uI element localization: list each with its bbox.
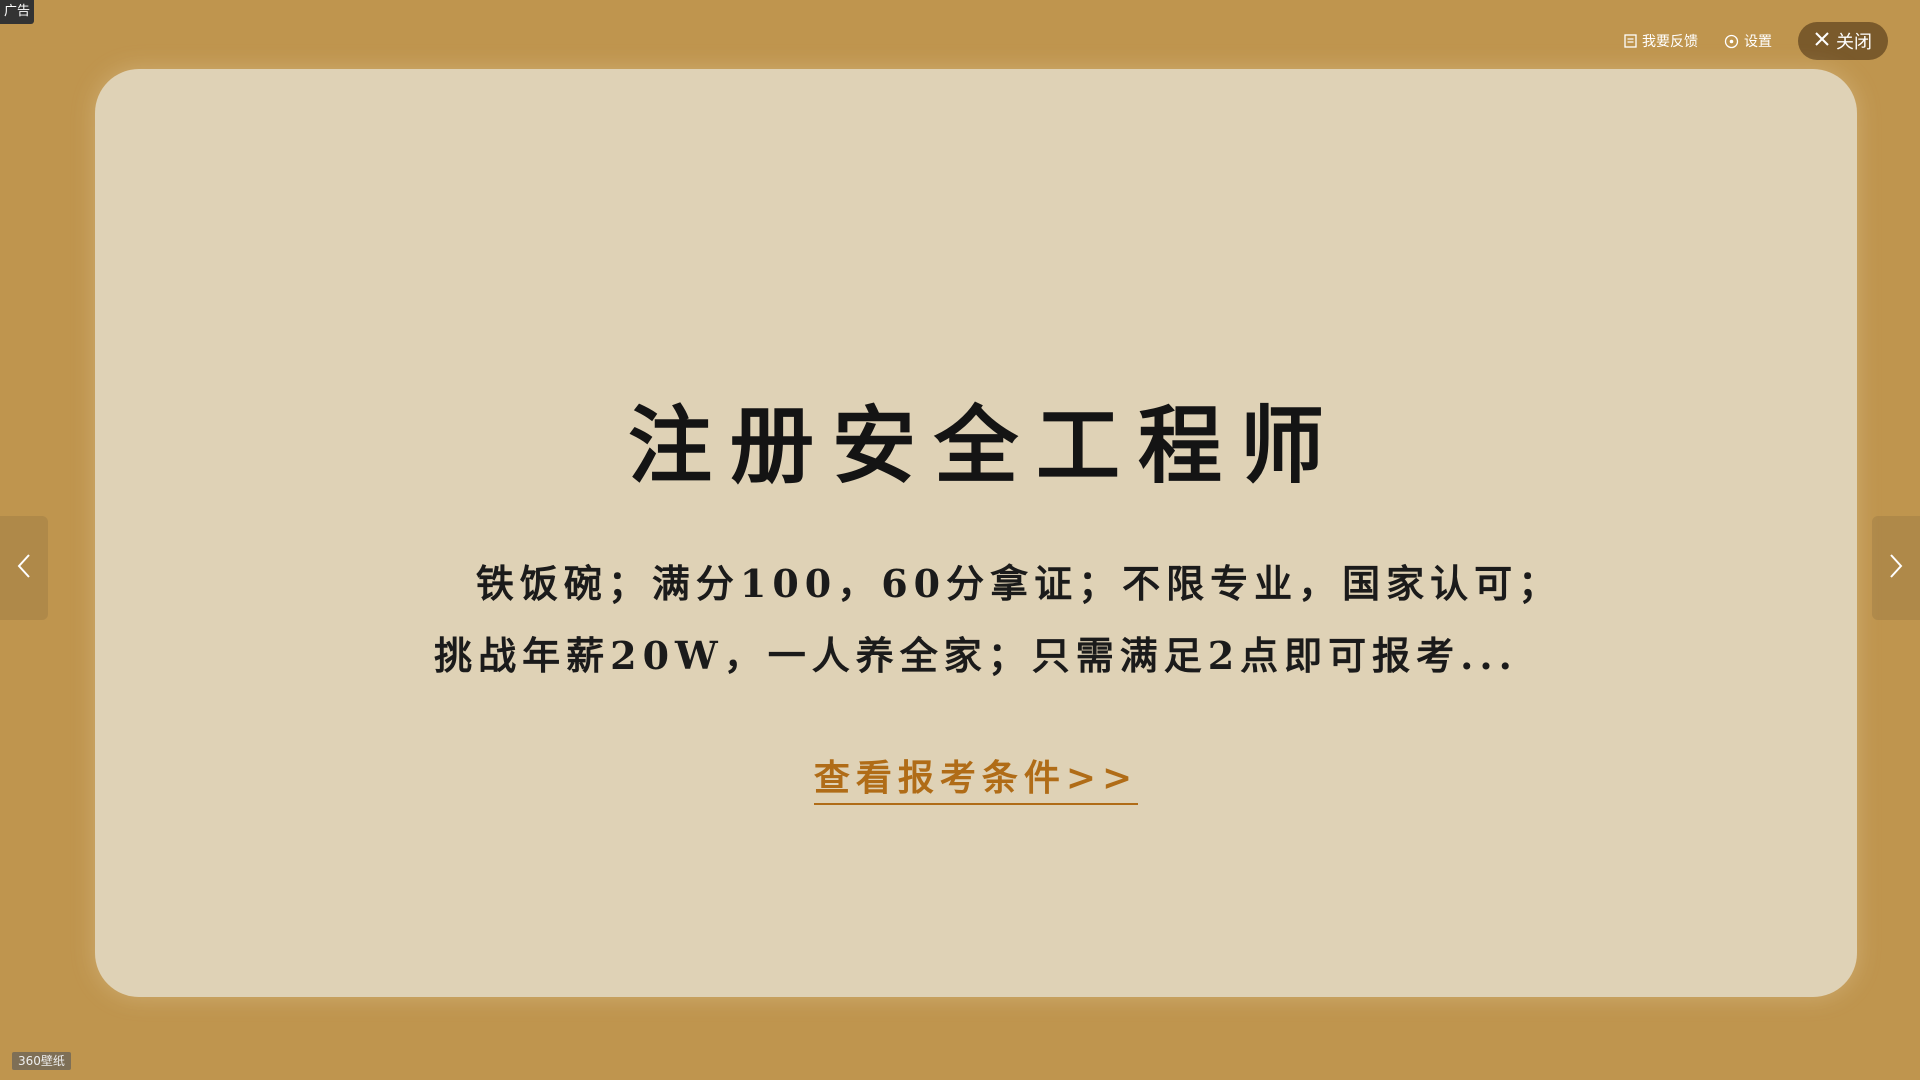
ad-badge: 广告 [0,0,34,24]
ad-card[interactable]: 注册安全工程师 铁饭碗；满分100，60分拿证；不限专业，国家认可； 挑战年薪2… [95,69,1857,997]
chevron-right-icon [1889,553,1903,583]
prev-slide-button[interactable] [0,516,48,620]
gear-icon [1724,34,1739,49]
ad-text-line-1: 铁饭碗；满分100，60分拿证；不限专业，国家认可； [475,561,1563,606]
close-button[interactable]: 关闭 [1798,22,1888,60]
ad-text-line-2: 挑战年薪20W，一人养全家；只需满足2点即可报考... [434,633,1518,678]
close-label: 关闭 [1836,32,1872,53]
top-toolbar: 我要反馈 设置 关闭 [1624,22,1888,60]
feedback-label: 我要反馈 [1642,34,1698,50]
ad-headline: 注册安全工程师 [627,396,1342,495]
feedback-icon [1624,34,1637,48]
settings-label: 设置 [1744,34,1772,50]
view-requirements-link[interactable]: 查看报考条件>> [813,749,1139,805]
brand-logo: 360壁纸 [12,1052,71,1070]
close-icon [1814,31,1830,52]
feedback-button[interactable]: 我要反馈 [1624,31,1698,51]
next-slide-button[interactable] [1872,516,1920,620]
settings-button[interactable]: 设置 [1724,31,1772,51]
chevron-left-icon [17,553,31,583]
cta-container: 查看报考条件>> [95,749,1857,805]
